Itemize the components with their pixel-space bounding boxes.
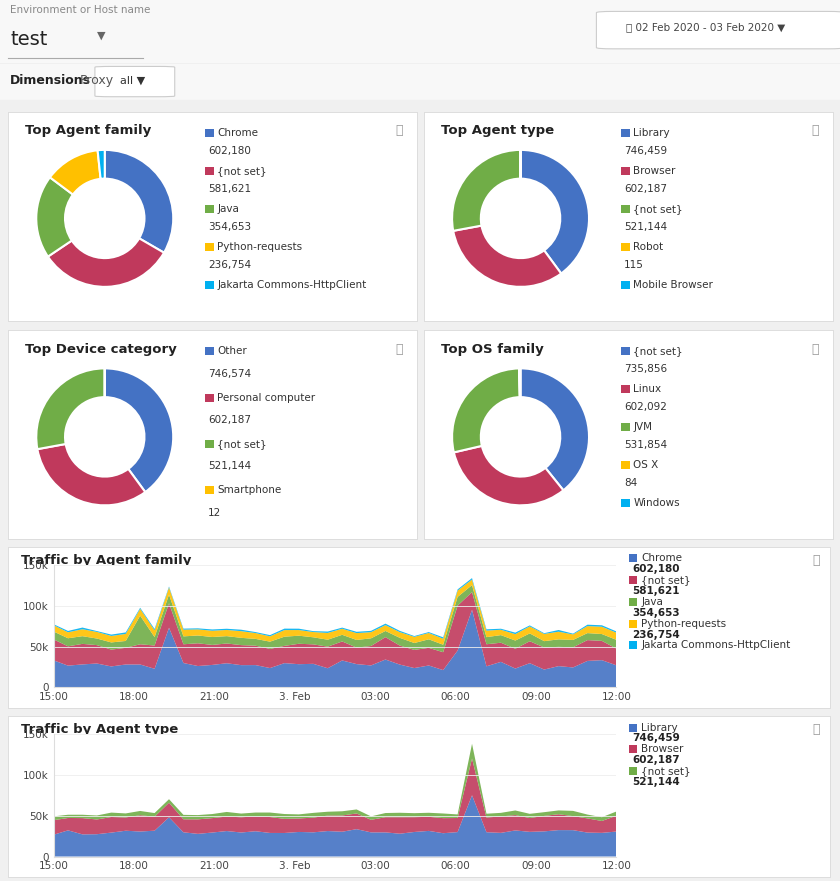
Text: 746,574: 746,574 [208, 368, 251, 379]
Wedge shape [36, 177, 73, 256]
Wedge shape [452, 150, 521, 231]
Text: ⤓: ⤓ [812, 553, 820, 566]
Text: 581,621: 581,621 [632, 586, 680, 596]
Text: {not set}: {not set} [633, 204, 683, 214]
Text: Browser: Browser [641, 744, 684, 754]
Text: Jakarta Commons-HttpClient: Jakarta Commons-HttpClient [218, 279, 366, 290]
Text: OS X: OS X [633, 460, 659, 470]
Text: Top OS family: Top OS family [440, 343, 543, 356]
Text: Robot: Robot [633, 241, 664, 252]
Wedge shape [454, 446, 564, 506]
Text: 602,187: 602,187 [624, 184, 667, 194]
Text: 531,854: 531,854 [624, 440, 667, 450]
Text: 236,754: 236,754 [208, 260, 251, 270]
Text: 354,653: 354,653 [632, 608, 680, 618]
Text: 602,187: 602,187 [208, 415, 251, 425]
Text: 236,754: 236,754 [632, 630, 680, 640]
Text: Browser: Browser [633, 166, 675, 175]
Text: ⤓: ⤓ [396, 124, 403, 137]
FancyBboxPatch shape [95, 66, 175, 97]
Text: JVM: JVM [633, 422, 652, 433]
Text: Traffic by Agent type: Traffic by Agent type [21, 722, 178, 736]
Wedge shape [36, 368, 105, 449]
Text: Library: Library [641, 722, 678, 732]
Text: Proxy: Proxy [80, 74, 114, 86]
Text: 115: 115 [624, 260, 643, 270]
Text: 746,459: 746,459 [624, 146, 667, 156]
Text: 602,180: 602,180 [632, 564, 680, 574]
Text: Smartphone: Smartphone [218, 485, 281, 495]
Wedge shape [519, 368, 521, 397]
Text: Java: Java [218, 204, 239, 214]
Wedge shape [50, 151, 101, 195]
Text: 581,621: 581,621 [208, 184, 251, 194]
Text: 746,459: 746,459 [632, 733, 680, 744]
Text: Library: Library [633, 128, 669, 137]
Wedge shape [521, 150, 589, 273]
Text: 84: 84 [624, 478, 638, 488]
Text: 521,144: 521,144 [624, 222, 667, 232]
Text: {not set}: {not set} [218, 166, 267, 175]
Text: ⤓: ⤓ [396, 343, 403, 356]
Wedge shape [105, 368, 173, 492]
Text: Python-requests: Python-requests [641, 618, 727, 629]
Text: Linux: Linux [633, 384, 661, 394]
Text: {not set}: {not set} [641, 575, 690, 585]
Text: 521,144: 521,144 [208, 462, 251, 471]
Text: ⤓: ⤓ [811, 343, 819, 356]
Text: Top Device category: Top Device category [24, 343, 176, 356]
Text: Chrome: Chrome [641, 553, 682, 563]
FancyBboxPatch shape [596, 11, 840, 48]
Wedge shape [97, 150, 105, 179]
Text: {not set}: {not set} [641, 766, 690, 776]
Text: Other: Other [218, 346, 247, 356]
Text: 602,180: 602,180 [208, 146, 251, 156]
Text: Chrome: Chrome [218, 128, 259, 137]
Text: Traffic by Agent family: Traffic by Agent family [21, 553, 191, 566]
Wedge shape [521, 368, 589, 491]
Text: 602,187: 602,187 [632, 755, 680, 766]
Text: 354,653: 354,653 [208, 222, 251, 232]
Wedge shape [105, 150, 173, 253]
Text: 📅 02 Feb 2020 - 03 Feb 2020 ▼: 📅 02 Feb 2020 - 03 Feb 2020 ▼ [626, 22, 785, 33]
Text: Personal computer: Personal computer [218, 393, 316, 403]
Text: Windows: Windows [633, 498, 680, 508]
Text: 521,144: 521,144 [632, 777, 680, 787]
Text: ⤓: ⤓ [812, 722, 820, 736]
Text: Python-requests: Python-requests [218, 241, 302, 252]
Text: {not set}: {not set} [633, 346, 683, 356]
Text: 12: 12 [208, 507, 222, 518]
Text: Jakarta Commons-HttpClient: Jakarta Commons-HttpClient [641, 640, 790, 650]
Text: Top Agent type: Top Agent type [440, 124, 554, 137]
Wedge shape [452, 368, 520, 452]
Text: all ▼: all ▼ [120, 75, 145, 85]
Wedge shape [48, 238, 164, 287]
Text: Mobile Browser: Mobile Browser [633, 279, 713, 290]
Wedge shape [454, 226, 561, 287]
Text: Top Agent family: Top Agent family [24, 124, 151, 137]
Wedge shape [37, 444, 145, 506]
Text: 602,092: 602,092 [624, 403, 667, 412]
Text: Java: Java [641, 597, 663, 607]
Text: {not set}: {not set} [218, 439, 267, 449]
Text: ⤓: ⤓ [811, 124, 819, 137]
Text: ▼: ▼ [97, 31, 105, 41]
Text: Dimensions: Dimensions [10, 74, 91, 86]
Text: 735,856: 735,856 [624, 365, 667, 374]
Text: Environment or Host name: Environment or Host name [10, 5, 150, 15]
Text: test: test [10, 31, 47, 49]
